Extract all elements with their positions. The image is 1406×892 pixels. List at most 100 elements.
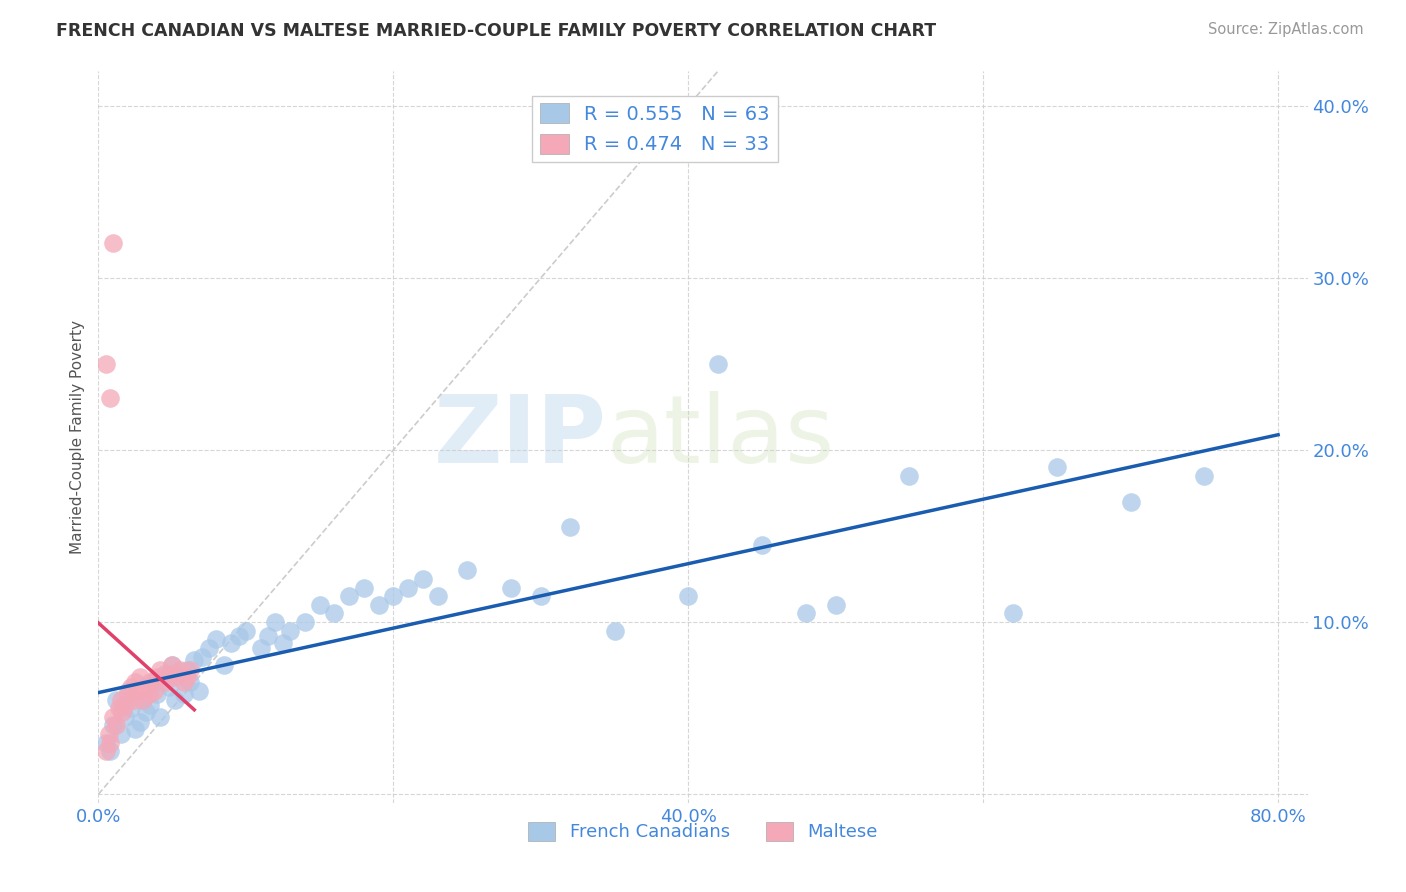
Text: ZIP: ZIP [433,391,606,483]
Point [173,687,195,701]
Point [153,666,176,681]
Point [426,589,449,603]
Text: atlas: atlas [606,391,835,483]
Point [122,692,145,706]
Point [157,681,180,695]
Point [219,636,242,650]
Point [1119,494,1142,508]
Point [117,684,139,698]
Point [149,710,172,724]
Point [165,692,187,706]
Point [131,692,153,706]
Point [235,624,257,638]
Point [97,727,120,741]
Point [179,663,201,677]
Y-axis label: Married-Couple Family Poverty: Married-Couple Family Poverty [70,320,86,554]
Point [337,589,360,603]
Point [190,649,212,664]
Point [143,675,166,690]
Point [139,698,162,712]
Point [169,663,191,677]
Point [456,564,478,578]
Point [101,236,124,251]
Point [98,735,121,749]
Text: Source: ZipAtlas.com: Source: ZipAtlas.com [1208,22,1364,37]
Point [111,705,134,719]
Point [98,392,121,406]
Point [228,629,250,643]
Point [160,658,183,673]
Point [264,615,287,629]
Point [176,670,198,684]
Point [135,681,157,695]
Point [124,722,146,736]
Point [751,538,773,552]
Point [353,581,375,595]
Point [560,520,582,534]
Point [114,710,136,724]
Point [94,357,117,371]
Point [135,705,157,719]
Point [160,658,183,673]
Point [603,624,626,638]
Point [128,670,150,684]
Point [94,735,117,749]
Point [187,684,209,698]
Point [706,357,728,371]
Point [179,675,201,690]
Point [257,629,280,643]
Point [94,744,117,758]
Point [205,632,228,647]
Point [101,710,124,724]
Point [396,581,419,595]
Text: FRENCH CANADIAN VS MALTESE MARRIED-COUPLE FAMILY POVERTY CORRELATION CHART: FRENCH CANADIAN VS MALTESE MARRIED-COUPL… [56,22,936,40]
Point [1194,468,1216,483]
Point [146,670,169,684]
Point [110,727,132,741]
Point [117,687,139,701]
Point [1046,460,1069,475]
Point [794,607,817,621]
Point [198,640,221,655]
Point [153,675,176,690]
Point [176,663,198,677]
Point [367,598,389,612]
Point [412,572,434,586]
Point [131,692,153,706]
Point [169,670,191,684]
Point [678,589,700,603]
Point [501,581,523,595]
Point [110,692,132,706]
Point [165,670,187,684]
Point [824,598,846,612]
Point [173,675,195,690]
Point [98,744,121,758]
Point [146,687,169,701]
Point [294,615,316,629]
Point [898,468,921,483]
Legend: French Canadians, Maltese: French Canadians, Maltese [522,814,884,848]
Point [530,589,553,603]
Point [108,701,131,715]
Point [249,640,271,655]
Point [139,675,162,690]
Point [1001,607,1024,621]
Point [308,598,330,612]
Point [120,701,142,715]
Point [271,636,294,650]
Point [120,681,142,695]
Point [278,624,301,638]
Point [382,589,405,603]
Point [143,684,166,698]
Point [101,718,124,732]
Point [124,675,146,690]
Point [105,718,128,732]
Point [157,666,180,681]
Point [138,687,160,701]
Point [149,663,172,677]
Point [128,714,150,729]
Point [114,698,136,712]
Point [323,607,346,621]
Point [212,658,235,673]
Point [105,692,128,706]
